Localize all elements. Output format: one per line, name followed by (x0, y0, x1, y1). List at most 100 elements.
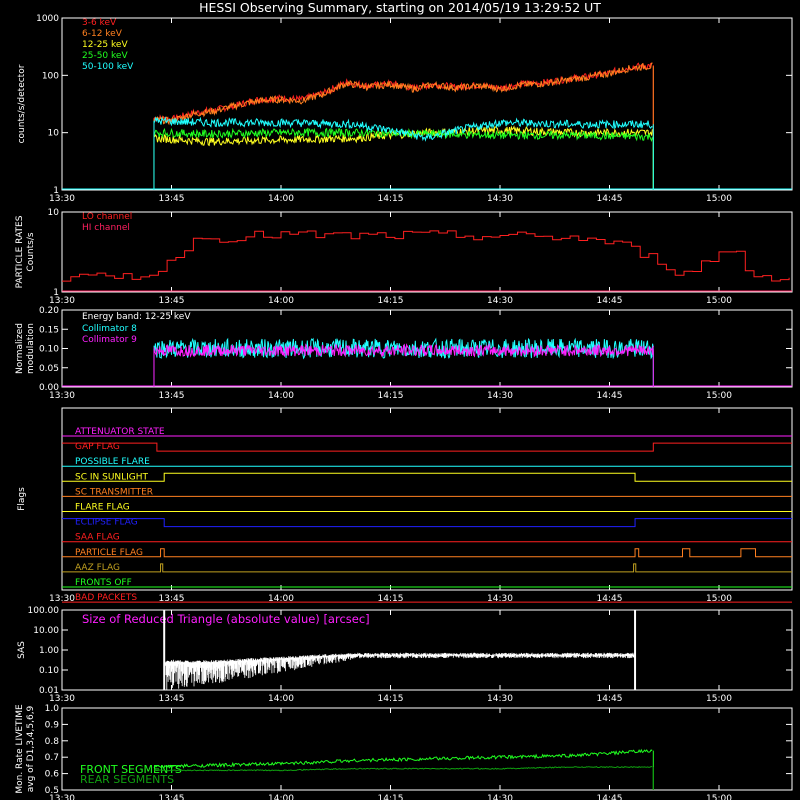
modulation-xtick-label: 13:30 (49, 391, 75, 401)
livetime-xtick-label: 13:30 (49, 794, 75, 800)
modulation-xtick-label: 14:15 (378, 391, 404, 401)
livetime-xtick-label: 14:30 (487, 794, 513, 800)
livetime-ytick-label: 0.7 (45, 753, 59, 763)
sas-xtick-label: 13:30 (49, 694, 75, 704)
count-rates-xtick-label: 14:45 (597, 194, 623, 204)
sas-series (163, 652, 635, 690)
particle-rates-ytick-label: 10 (48, 208, 60, 218)
count-rates-frame (61, 17, 793, 191)
particle-rates-xtick-label: 14:15 (378, 296, 404, 306)
livetime-ylabel: Mon. Rate LIVETIME (15, 704, 25, 794)
particle-rate-legend-0: LO channel (82, 212, 132, 222)
livetime-xtick-label: 15:00 (706, 794, 732, 800)
particle-rates-ylabel: PARTICLE RATES (15, 215, 25, 288)
count-rates-xtick-label: 14:15 (378, 194, 404, 204)
modulation-ytick-label: 0.20 (39, 306, 59, 316)
particle-rates-frame (61, 211, 793, 293)
flags-xtick-label: 13:30 (49, 594, 75, 604)
count-rates-ytick-label: 10 (48, 129, 60, 139)
modulation-annotation: Energy band: 12-25 keV (82, 312, 191, 322)
livetime-series-0 (153, 748, 653, 770)
flag-label-1: GAP FLAG (75, 442, 120, 452)
flags-frame (61, 407, 793, 591)
modulation-xtick-label: 15:00 (706, 391, 732, 401)
count-rate-series-2 (153, 125, 653, 147)
flag-label-5: FLARE FLAG (75, 503, 130, 513)
particle-rates-xtick-label: 15:00 (706, 296, 732, 306)
livetime-legend-0: FRONT SEGMENTS (80, 763, 182, 776)
count-rate-legend-4: 50-100 keV (82, 62, 134, 72)
sas-xtick-label: 15:00 (706, 694, 732, 704)
flag-line-3 (62, 472, 792, 482)
modulation-ytick-label: 0.00 (39, 383, 59, 393)
livetime-ytick-label: 0.8 (45, 737, 60, 747)
sas-ytick-label: 10.00 (33, 626, 59, 636)
count-rates-xtick-label: 14:00 (268, 194, 294, 204)
count-rates-ytick-label: 1000 (36, 14, 59, 24)
livetime-xtick-label: 14:00 (268, 794, 294, 800)
livetime-ytick-label: 0.6 (45, 770, 60, 780)
flag-label-8: PARTICLE FLAG (75, 548, 143, 558)
flags-xtick-label: 15:00 (706, 594, 732, 604)
flags-xtick-label: 13:45 (159, 594, 185, 604)
livetime-ytick-label: 0.5 (45, 786, 59, 796)
sas-title: Size of Reduced Triangle (absolute value… (82, 612, 370, 626)
count-rates-xtick-label: 14:30 (487, 194, 513, 204)
sas-xtick-label: 14:30 (487, 694, 513, 704)
sas-xtick-label: 14:00 (268, 694, 294, 704)
sas-ytick-label: 0.01 (39, 686, 59, 696)
flag-label-2: POSSIBLE FLARE (75, 457, 150, 467)
modulation-ytick-label: 0.10 (39, 345, 59, 355)
count-rate-legend-2: 12-25 keV (82, 40, 128, 50)
livetime-ytick-label: 1.0 (45, 704, 60, 714)
modulation-ylabel: Normalized (15, 323, 25, 374)
count-rates-ylabel: counts/s/detector (17, 64, 27, 143)
flags-xtick-label: 14:45 (597, 594, 623, 604)
livetime-ytick-label: 0.9 (45, 720, 60, 730)
livetime-frame (61, 707, 793, 791)
flag-label-3: SC IN SUNLIGHT (75, 472, 149, 482)
livetime-ylabel2: avg of D1,3,4,5,6,9 (26, 705, 36, 792)
count-rate-legend-3: 25-50 keV (82, 51, 128, 61)
sas-xtick-label: 14:15 (378, 694, 404, 704)
particle-rates-xtick-label: 13:45 (159, 296, 185, 306)
count-rates-xtick-label: 15:00 (706, 194, 732, 204)
modulation-legend-1: Collimator 9 (82, 335, 137, 345)
livetime-legend-1: REAR SEGMENTS (80, 773, 174, 786)
modulation-xtick-label: 14:00 (268, 391, 294, 401)
particle-rate-legend-1: HI channel (82, 223, 130, 233)
flag-label-6: ECLIPSE FLAG (75, 518, 138, 528)
flag-label-0: ATTENUATOR STATE (75, 427, 165, 437)
flag-line-6 (62, 518, 792, 528)
livetime-series-1 (153, 765, 653, 772)
modulation-series-1 (153, 342, 654, 358)
modulation-ylabel2: modulation (26, 323, 36, 374)
sas-xtick-label: 13:45 (159, 694, 185, 704)
flag-label-9: AAZ FLAG (75, 563, 120, 573)
particle-rates-ylabel2: Counts/s (26, 232, 36, 271)
flags-xtick-label: 14:15 (378, 594, 404, 604)
modulation-xtick-label: 13:45 (159, 391, 185, 401)
modulation-legend-0: Collimator 8 (82, 324, 137, 334)
particle-rates-xtick-label: 14:45 (597, 296, 623, 306)
count-rate-series-4 (153, 116, 653, 142)
flag-label-4: SC TRANSMITTER (75, 487, 153, 497)
flag-line-1 (62, 442, 792, 452)
sas-xtick-label: 14:45 (597, 694, 623, 704)
flag-label-10: FRONTS OFF (75, 578, 132, 588)
flag-label-11: BAD PACKETS (75, 593, 137, 603)
sas-ytick-label: 100.00 (28, 606, 60, 616)
flags-xtick-label: 14:30 (487, 594, 513, 604)
particle-rate-series-0 (62, 230, 790, 282)
sas-ytick-label: 1.00 (39, 646, 59, 656)
modulation-xtick-label: 14:45 (597, 391, 623, 401)
modulation-ytick-label: 0.05 (39, 364, 59, 374)
count-rates-xtick-label: 13:45 (159, 194, 185, 204)
flags-ylabel: Flags (17, 487, 27, 511)
particle-rates-ytick-label: 1 (53, 288, 59, 298)
count-rate-series-1 (153, 62, 653, 126)
modulation-xtick-label: 14:30 (487, 391, 513, 401)
count-rates-ytick-label: 1 (53, 186, 59, 196)
particle-rates-xtick-label: 13:30 (49, 296, 75, 306)
